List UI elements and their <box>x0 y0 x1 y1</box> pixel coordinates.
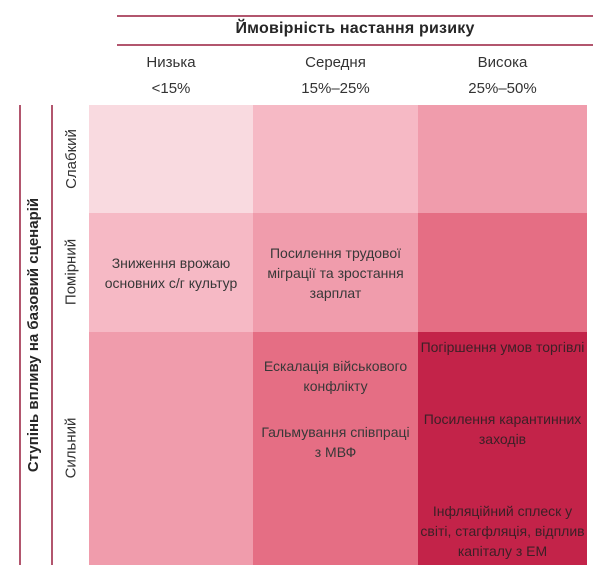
x-category-medium: Середня <box>305 54 366 71</box>
y-category-moderate: Помірний <box>62 238 80 306</box>
cell-moderate-medium: Посилення трудової міграції та зростання… <box>253 213 418 332</box>
header-top-rule <box>117 15 593 17</box>
risk-item: Ескалація військового конфлікту <box>263 358 408 394</box>
matrix-grid: Зниження врожаю основних с/г культур Пос… <box>89 105 587 565</box>
cell-weak-medium <box>253 105 418 213</box>
x-category-high: Висока <box>477 54 528 71</box>
y-axis-outer-rule <box>19 105 21 565</box>
header-bottom-rule <box>117 44 593 46</box>
cell-moderate-low: Зниження врожаю основних с/г культур <box>89 213 253 332</box>
x-range-high: 25%–50% <box>468 80 537 97</box>
risk-item: Посилення карантинних заходів <box>423 411 582 447</box>
cell-strong-high: Погіршення умов торгівлі Посилення каран… <box>418 332 587 565</box>
x-range-low: <15% <box>151 80 191 97</box>
risk-item: Гальмування співпраці з МВФ <box>261 424 410 460</box>
risk-item: Посилення трудової міграції та зростання… <box>267 244 404 301</box>
risk-item: Погіршення умов торгівлі <box>420 339 585 355</box>
cell-strong-medium: Ескалація військового конфлікту Гальмува… <box>253 332 418 565</box>
y-category-weak: Слабкий <box>63 129 80 189</box>
x-category-low: Низька <box>146 54 196 71</box>
y-axis-title: Ступінь впливу на базовий сценарій <box>25 197 42 473</box>
y-axis-inner-rule <box>51 105 53 565</box>
risk-item: Інфляційний сплеск у світі, стагфляція, … <box>420 503 585 559</box>
cell-moderate-high <box>418 213 587 332</box>
cell-strong-low <box>89 332 253 565</box>
x-range-medium: 15%–25% <box>301 80 370 97</box>
risk-item: Зниження врожаю основних с/г культур <box>104 254 238 291</box>
chart-title: Ймовірність настання ризику <box>235 20 475 37</box>
cell-weak-high <box>418 105 587 213</box>
cell-weak-low <box>89 105 253 213</box>
y-category-strong: Сильний <box>62 417 80 479</box>
